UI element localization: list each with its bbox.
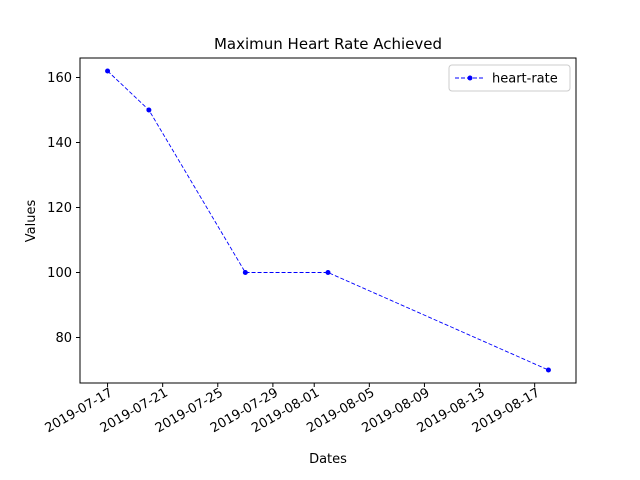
series-line-0: [107, 70, 549, 371]
data-point-0-2: [242, 270, 248, 275]
chart-title: Maximun Heart Rate Achieved: [214, 35, 442, 53]
y-tick-label-3: 140: [47, 136, 72, 151]
plot-frame: [79, 57, 577, 384]
x-axis-label: Dates: [309, 452, 347, 467]
y-tick-label-2: 120: [47, 201, 72, 216]
data-point-0-4: [545, 367, 551, 373]
data-point-0-0: [105, 68, 111, 74]
y-axis: 80 100 120 140 160: [47, 71, 80, 346]
legend: heart-rate: [448, 64, 571, 92]
legend-label: heart-rate: [492, 72, 558, 87]
series-layer: [105, 68, 551, 373]
y-tick-label-1: 100: [47, 266, 72, 281]
data-point-0-3: [325, 270, 331, 275]
legend-frame: [448, 64, 571, 92]
y-tick-label-4: 160: [47, 71, 72, 86]
legend-marker: [467, 75, 473, 81]
x-axis: 2019-07-172019-07-212019-07-252019-07-29…: [43, 383, 543, 436]
y-tick-label-0: 80: [55, 331, 72, 346]
y-axis-label: Values: [24, 200, 39, 243]
data-point-0-1: [146, 107, 152, 113]
